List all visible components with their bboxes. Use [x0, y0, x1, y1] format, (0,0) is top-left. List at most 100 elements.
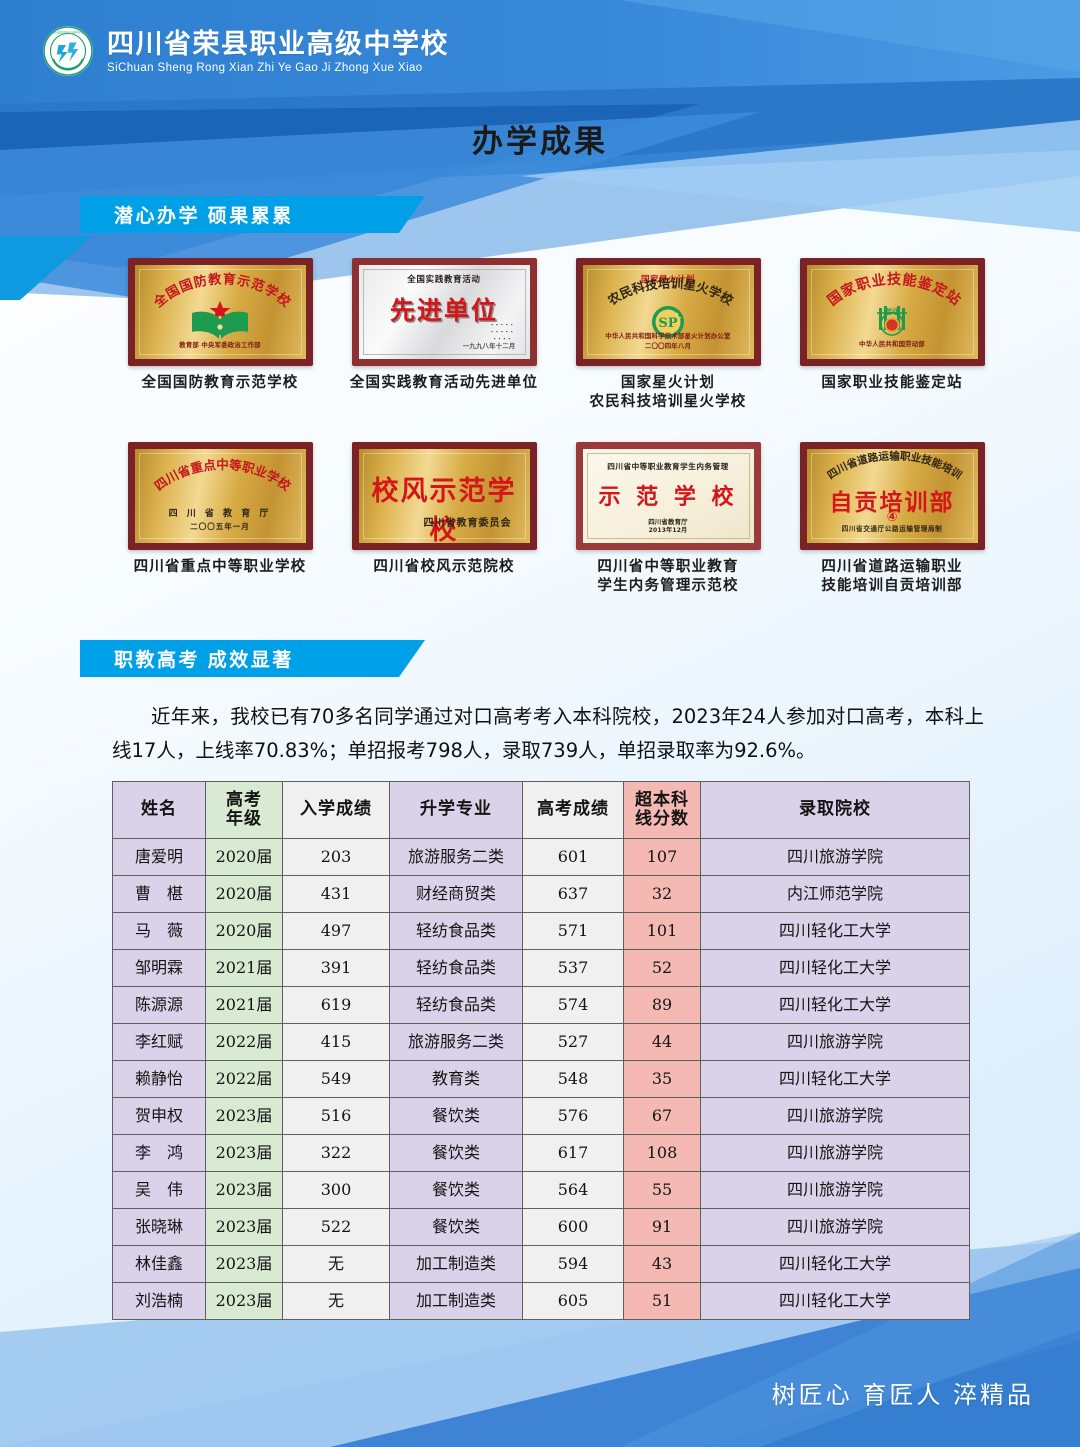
svg-text:四川省道路运输职业技能培训: 四川省道路运输职业技能培训	[825, 449, 964, 481]
cell-over-line: 91	[623, 1208, 701, 1246]
cell-grade: 2023届	[205, 1134, 283, 1172]
cell-gaokao-score: 600	[522, 1208, 624, 1246]
award-item[interactable]: 四川省中等职业教育学生内务管理 示 范 学 校 四川省教育厅 2013年12月 …	[556, 442, 780, 596]
cell-over-line: 101	[623, 912, 701, 950]
gaokao-summary-paragraph: 近年来，我校已有70多名同学通过对口高考考入本科院校，2023年24人参加对口高…	[112, 705, 984, 762]
plaque-footer-text: 中华人民共和国科学技术部星火计划办公室 二〇〇四年八月	[583, 332, 754, 351]
award-plaque: 全国实践教育活动 先进单位 ▪ ▪ ▪ ▪ ▪ ▪ ▪ ▪ ▪ ▪ ▪ ▪ ▪ ▪ …	[351, 258, 537, 366]
section-banner-awards: 潜心办学 硕果累累	[80, 196, 425, 233]
cell-gaokao-score: 537	[522, 949, 624, 987]
cell-grade: 2022届	[205, 1023, 283, 1061]
award-plaque: 四川省道路运输职业技能培训 自贡培训部 ④ 四川省交通厅公路运输管理局制	[799, 442, 985, 550]
cell-major: 加工制造类	[389, 1245, 523, 1283]
award-item[interactable]: 全国国防教育示范学校	[108, 258, 332, 412]
cell-name: 贺申权	[112, 1097, 206, 1135]
award-caption-line1: 四川省道路运输职业	[821, 558, 963, 575]
award-caption-line2: 技能培训自贡培训部	[821, 577, 963, 595]
award-item[interactable]: 国家星火计划 农民科技培训星火学校 SP	[556, 258, 780, 412]
cell-entry-score: 391	[282, 949, 390, 987]
cell-grade: 2023届	[205, 1171, 283, 1209]
cell-name: 赖静怡	[112, 1060, 206, 1098]
award-item[interactable]: 校风示范学校 四川省教育委员会 四川省校风示范院校	[332, 442, 556, 596]
awards-grid-row2: 四川省重点中等职业学校 四 川 省 教 育 厅 二〇〇五年一月 四川省重点中等职…	[108, 442, 1004, 596]
award-plaque: 国家职业技能鉴定站	[799, 258, 985, 366]
cell-major: 餐饮类	[389, 1208, 523, 1246]
cell-name: 林佳鑫	[112, 1245, 206, 1283]
svg-text:农民科技培训星火学校: 农民科技培训星火学校	[604, 275, 736, 308]
award-plaque: 校风示范学校 四川省教育委员会	[351, 442, 537, 550]
cell-gaokao-score: 605	[522, 1282, 624, 1320]
svg-text:四川省荣县职业高级中学校: 四川省荣县职业高级中学校	[52, 30, 84, 34]
svg-text:SP: SP	[658, 316, 677, 331]
award-caption-line2: 学生内务管理示范校	[597, 577, 739, 595]
cell-over-line: 35	[623, 1060, 701, 1098]
plaque-footer-text: 中华人民共和国劳动部	[859, 339, 925, 348]
cell-gaokao-score: 571	[522, 912, 624, 950]
cell-gaokao-score: 617	[522, 1134, 624, 1172]
green-book-star-emblem	[192, 301, 248, 339]
plaque-footer-line1: 四 川 省 教 育 厅	[168, 508, 272, 519]
plaque-footer-text: 一九九八年十二月	[462, 341, 516, 350]
cell-over-line: 55	[623, 1171, 701, 1209]
cell-gaokao-score: 601	[522, 838, 624, 876]
table-row: 李红赋 2022届 415 旅游服务二类 527 44 四川旅游学院	[112, 1023, 970, 1061]
plaque-arc-text: 四川省重点中等职业学校	[135, 457, 306, 514]
cell-name: 刘浩楠	[112, 1282, 206, 1320]
table-row: 吴 伟 2023届 300 餐饮类 564 55 四川旅游学院	[112, 1171, 970, 1209]
cell-name: 唐爱明	[112, 838, 206, 876]
cell-school: 四川轻化工大学	[700, 949, 970, 987]
cell-entry-score: 497	[282, 912, 390, 950]
plaque-footer-line2: 二〇〇四年八月	[644, 341, 692, 350]
svg-text:四川省重点中等职业学校: 四川省重点中等职业学校	[151, 457, 293, 494]
award-caption-line1: 四川省中等职业教育	[597, 558, 739, 575]
table-row: 赖静怡 2022届 549 教育类 548 35 四川轻化工大学	[112, 1060, 970, 1098]
table-row: 邹明霖 2021届 391 轻纺食品类 537 52 四川轻化工大学	[112, 949, 970, 987]
cell-school: 四川旅游学院	[700, 838, 970, 876]
award-item[interactable]: 四川省重点中等职业学校 四 川 省 教 育 厅 二〇〇五年一月 四川省重点中等职…	[108, 442, 332, 596]
cell-school: 四川轻化工大学	[700, 1245, 970, 1283]
col-header-grade: 高考 年级	[205, 781, 283, 839]
cell-grade: 2021届	[205, 949, 283, 987]
table-row: 刘浩楠 2023届无加工制造类 605 51 四川轻化工大学	[112, 1282, 970, 1320]
award-caption: 四川省校风示范院校	[373, 558, 515, 575]
cell-gaokao-score: 527	[522, 1023, 624, 1061]
cell-grade: 2023届	[205, 1282, 283, 1320]
cell-major: 财经商贸类	[389, 875, 523, 913]
cell-entry-score: 431	[282, 875, 390, 913]
cell-grade: 2023届	[205, 1245, 283, 1283]
award-plaque: 国家星火计划 农民科技培训星火学校 SP	[575, 258, 761, 366]
plaque-seal-block: ▪ ▪ ▪ ▪ ▪ ▪ ▪ ▪ ▪ ▪ ▪ ▪ ▪ ▪	[491, 322, 514, 342]
school-name-cn: 四川省荣县职业高级中学校	[107, 28, 449, 59]
plaque-top-text: 全国实践教育活动	[407, 274, 481, 284]
plaque-main-text: 校风示范学校	[371, 476, 517, 546]
cell-grade: 2022届	[205, 1060, 283, 1098]
cell-school: 四川轻化工大学	[700, 1060, 970, 1098]
col-header-school: 录取院校	[700, 781, 970, 839]
cell-major: 轻纺食品类	[389, 949, 523, 987]
cell-entry-score: 无	[282, 1245, 390, 1283]
award-item[interactable]: 四川省道路运输职业技能培训 自贡培训部 ④ 四川省交通厅公路运输管理局制 四川省…	[780, 442, 1004, 596]
plaque-footer-line1: 四川省教育厅	[648, 517, 688, 526]
cell-name: 李红赋	[112, 1023, 206, 1061]
cell-name: 张晓琳	[112, 1208, 206, 1246]
cell-over-line: 32	[623, 875, 701, 913]
award-caption: 国家职业技能鉴定站	[821, 374, 963, 391]
cell-entry-score: 516	[282, 1097, 390, 1135]
award-caption-line2: 农民科技培训星火学校	[589, 393, 747, 411]
table-row: 林佳鑫 2023届无加工制造类 594 43 四川轻化工大学	[112, 1245, 970, 1283]
cell-over-line: 89	[623, 986, 701, 1024]
cell-name: 曹 椹	[112, 875, 206, 913]
table-body: 唐爱明 2020届 203 旅游服务二类 601 107 四川旅游学院曹 椹 2020届 431…	[112, 838, 970, 1320]
cell-grade: 2023届	[205, 1208, 283, 1246]
cell-name: 马 薇	[112, 912, 206, 950]
cell-school: 四川旅游学院	[700, 1097, 970, 1135]
cell-name: 陈源源	[112, 986, 206, 1024]
award-item[interactable]: 国家职业技能鉴定站	[780, 258, 1004, 412]
svg-text:劳动: 劳动	[885, 307, 899, 316]
table-row: 贺申权 2023届 516 餐饮类 576 67 四川旅游学院	[112, 1097, 970, 1135]
cell-major: 加工制造类	[389, 1282, 523, 1320]
plaque-footer-line2: 2013年12月	[648, 527, 688, 535]
page-header: 四川省荣县职业高级中学校 四川省荣县职业高级中学校 SiChuan Sheng …	[0, 0, 1080, 104]
award-item[interactable]: 全国实践教育活动 先进单位 ▪ ▪ ▪ ▪ ▪ ▪ ▪ ▪ ▪ ▪ ▪ ▪ ▪ ▪ …	[332, 258, 556, 412]
